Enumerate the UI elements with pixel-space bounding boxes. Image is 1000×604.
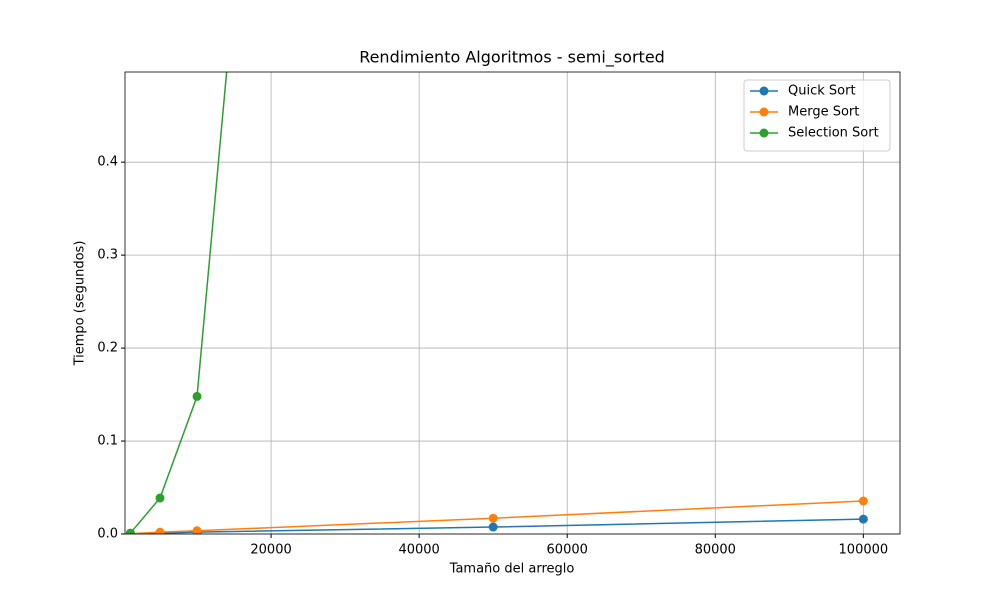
legend-marker <box>759 128 769 138</box>
x-tick-label: 40000 <box>398 543 439 558</box>
data-point <box>488 522 498 532</box>
data-point <box>192 526 202 534</box>
chart-title: Rendimiento Algoritmos - semi_sorted <box>359 48 665 68</box>
y-tick-label: 0.1 <box>97 434 118 449</box>
plot-frame <box>124 71 901 535</box>
y-tick-label: 0.2 <box>97 341 118 356</box>
plot-area <box>125 72 868 534</box>
x-axis-label: Tamaño del arreglo <box>449 562 575 577</box>
legend-marker <box>759 107 769 117</box>
data-point <box>155 493 165 503</box>
x-tick-label: 20000 <box>250 543 291 558</box>
legend-label: Selection Sort <box>788 126 879 141</box>
x-tick-label: 100000 <box>839 543 889 558</box>
data-point <box>488 513 498 523</box>
data-point <box>155 527 165 534</box>
data-point <box>858 496 868 506</box>
legend-marker <box>759 86 769 96</box>
y-tick-label: 0.0 <box>97 527 118 542</box>
data-point <box>858 514 868 524</box>
y-tick-label: 0.4 <box>97 155 118 170</box>
legend-box <box>743 79 891 152</box>
y-tick-label: 0.3 <box>97 248 118 263</box>
data-point <box>125 528 135 534</box>
legend-label: Quick Sort <box>788 84 856 99</box>
x-tick-label: 80000 <box>695 543 736 558</box>
legend-label: Merge Sort <box>788 105 859 120</box>
data-point <box>192 391 202 401</box>
x-tick-label: 60000 <box>547 543 588 558</box>
y-axis-label: Tiempo (segundos) <box>73 241 88 367</box>
